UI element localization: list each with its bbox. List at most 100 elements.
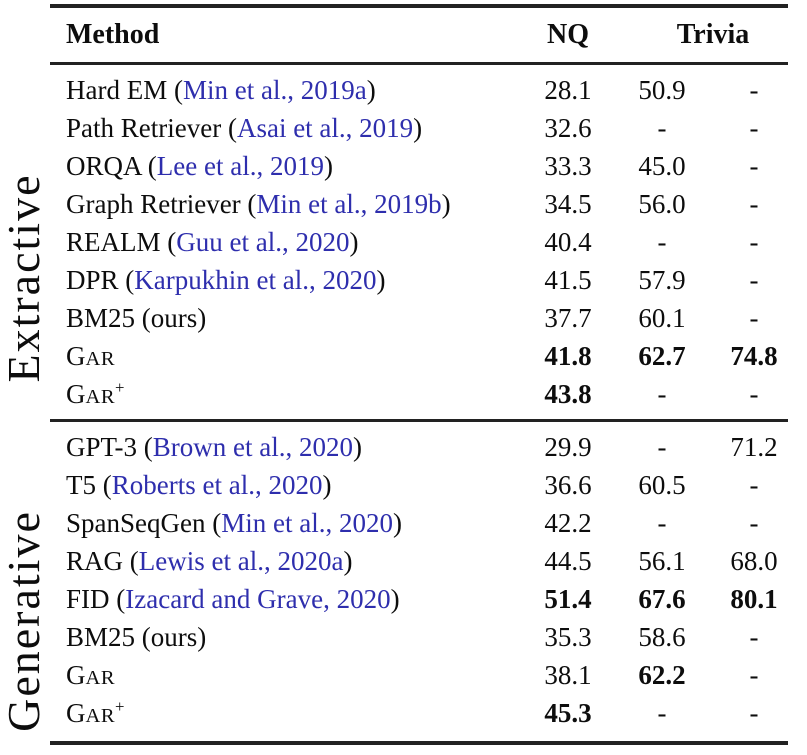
citation-link[interactable]: Min et al., 2019b: [256, 188, 442, 219]
method-cell: GAR+: [50, 698, 530, 729]
trivia-score-cell: 57.9: [638, 264, 686, 295]
trivia-score-cell-2: 74.8: [730, 340, 778, 371]
citation-link[interactable]: Brown et al., 2020: [152, 431, 354, 462]
trivia-score-cell: 56.1: [638, 545, 686, 576]
trivia-score-cell: 67.6: [638, 583, 686, 614]
trivia-score-cell: -: [657, 112, 667, 143]
nq-score-cell: 37.7: [544, 302, 592, 333]
header-rule: [50, 62, 788, 65]
citation-link[interactable]: Guu et al., 2020: [176, 226, 350, 257]
nq-score-cell: 34.5: [544, 188, 592, 219]
citation-link[interactable]: Asai et al., 2019: [236, 112, 414, 143]
method-cell: SpanSeqGen (Min et al., 2020): [66, 507, 402, 538]
method-name: FID: [66, 583, 110, 614]
trivia-score-cell: -: [657, 431, 667, 462]
bottom-rule: [50, 741, 788, 745]
table-row: GAR+ 45.3- -: [50, 694, 788, 732]
method-name: Path Retriever: [66, 112, 222, 143]
method-cell: BM25 (ours): [50, 622, 530, 653]
nq-score-cell: 45.3: [544, 697, 592, 728]
method-name: T5: [66, 469, 96, 500]
method-cell: BM25 (ours): [50, 303, 530, 334]
extractive-section: Hard EM (Min et al., 2019a) 28.1 50.9- Path…: [50, 65, 788, 419]
superscript-plus: +: [115, 697, 125, 716]
method-name: GAR: [66, 340, 115, 371]
row-group-label-extractive: Extractive: [0, 173, 49, 383]
table-row: GAR 38.1 62.2 -: [50, 656, 788, 694]
method-name: GAR: [66, 378, 115, 409]
trivia-score-cell-2: 71.2: [730, 431, 778, 462]
trivia-score-cell: 62.2: [638, 659, 686, 690]
row-group-label-generative: Generative: [0, 510, 49, 732]
method-name: Hard EM: [66, 74, 168, 105]
citation-link[interactable]: Roberts et al., 2020: [111, 469, 323, 500]
method-cell: ORQA (Lee et al., 2019): [66, 150, 333, 181]
nq-score-cell: 36.6: [544, 469, 592, 500]
nq-score-cell: 44.5: [544, 545, 592, 576]
trivia-score-cell: 60.1: [638, 302, 686, 333]
trivia-score-cell: -: [657, 378, 667, 409]
trivia-score-cell: -: [657, 697, 667, 728]
table-row: BM25 (ours) 37.7 60.1 -: [50, 299, 788, 337]
table-row: Path Retriever (Asai et al., 2019) 32.6 - -: [50, 109, 788, 147]
trivia-score-cell: 45.0: [638, 150, 686, 181]
column-header-nq: NQ: [547, 19, 589, 50]
table-row: Graph Retriever (Min et al., 2019b) 34.5 5…: [50, 185, 788, 223]
citation-link[interactable]: Min et al., 2019a: [182, 74, 367, 105]
trivia-score-cell-2: -: [749, 378, 759, 409]
method-cell: FID (Izacard and Grave, 2020): [66, 583, 400, 614]
trivia-score-cell-2: 80.1: [730, 583, 778, 614]
table-row: BM25 (ours) 35.3 58.6 -: [50, 618, 788, 656]
table-row: FID (Izacard and Grave, 2020) 51.4 67.6 80.…: [50, 580, 788, 618]
superscript-plus: +: [115, 378, 125, 397]
table-row: GAR 41.8 62.7 74.8: [50, 337, 788, 375]
trivia-score-cell-2: -: [749, 264, 759, 295]
nq-score-cell: 28.1: [544, 74, 592, 105]
trivia-score-cell-2: 68.0: [730, 545, 778, 576]
trivia-score-cell-2: -: [749, 659, 759, 690]
nq-score-cell: 38.1: [544, 659, 592, 690]
mid-rule: [50, 419, 788, 422]
table-row: Hard EM (Min et al., 2019a) 28.1 50.9 -: [50, 71, 788, 109]
nq-score-cell: 33.3: [544, 150, 592, 181]
table-row: T5 (Roberts et al., 2020) 36.6 60.5 -: [50, 466, 788, 504]
table-row: RAG (Lewis et al., 2020a) 44.5 56.1 68.0: [50, 542, 788, 580]
method-name: BM25 (ours): [66, 621, 207, 652]
nq-score-cell: 29.9: [544, 431, 592, 462]
table-row: SpanSeqGen (Min et al., 2020) 42.2 - -: [50, 504, 788, 542]
top-rule: [50, 4, 788, 8]
trivia-score-cell-2: -: [749, 74, 759, 105]
table-row: DPR (Karpukhin et al., 2020) 41.5 57.9 -: [50, 261, 788, 299]
nq-score-cell: 42.2: [544, 507, 592, 538]
table-row: ORQA (Lee et al., 2019) 33.3 45.0 -: [50, 147, 788, 185]
table-row: GPT-3 (Brown et al., 2020) 29.9 - 71.2: [50, 428, 788, 466]
generative-section: GPT-3 (Brown et al., 2020) 29.9 - 71.2 T5 (R…: [50, 422, 788, 741]
method-cell: DPR (Karpukhin et al., 2020): [66, 264, 386, 295]
method-name: BM25 (ours): [66, 302, 207, 333]
method-cell: Graph Retriever (Min et al., 2019b): [66, 188, 451, 219]
trivia-score-cell: -: [657, 507, 667, 538]
method-cell: Path Retriever (Asai et al., 2019): [66, 112, 423, 143]
citation-link[interactable]: Izacard and Grave, 2020: [125, 583, 391, 614]
table-row: REALM (Guu et al., 2020) 40.4 - -: [50, 223, 788, 261]
method-cell: REALM (Guu et al., 2020): [66, 226, 359, 257]
qa-results-table: Method NQ Trivia Hard EM (Min et al., 20…: [50, 4, 788, 745]
trivia-score-cell: 62.7: [638, 340, 686, 371]
trivia-score-cell-2: -: [749, 188, 759, 219]
trivia-score-cell-2: -: [749, 112, 759, 143]
trivia-score-cell: 50.9: [638, 74, 686, 105]
trivia-score-cell: -: [657, 226, 667, 257]
method-cell: RAG (Lewis et al., 2020a): [66, 545, 353, 576]
citation-link[interactable]: Karpukhin et al., 2020: [134, 264, 377, 295]
citation-link[interactable]: Min et al., 2020: [221, 507, 393, 538]
citation-link[interactable]: Lewis et al., 2020a: [138, 545, 344, 576]
table-header-row: Method NQ Trivia: [50, 8, 788, 62]
trivia-score-cell-2: -: [749, 302, 759, 333]
trivia-score-cell: 58.6: [638, 621, 686, 652]
citation-link[interactable]: Lee et al., 2019: [156, 150, 324, 181]
method-name: GAR: [66, 697, 115, 728]
method-name: REALM: [66, 226, 161, 257]
trivia-score-cell-2: -: [749, 469, 759, 500]
method-name: Graph Retriever: [66, 188, 241, 219]
